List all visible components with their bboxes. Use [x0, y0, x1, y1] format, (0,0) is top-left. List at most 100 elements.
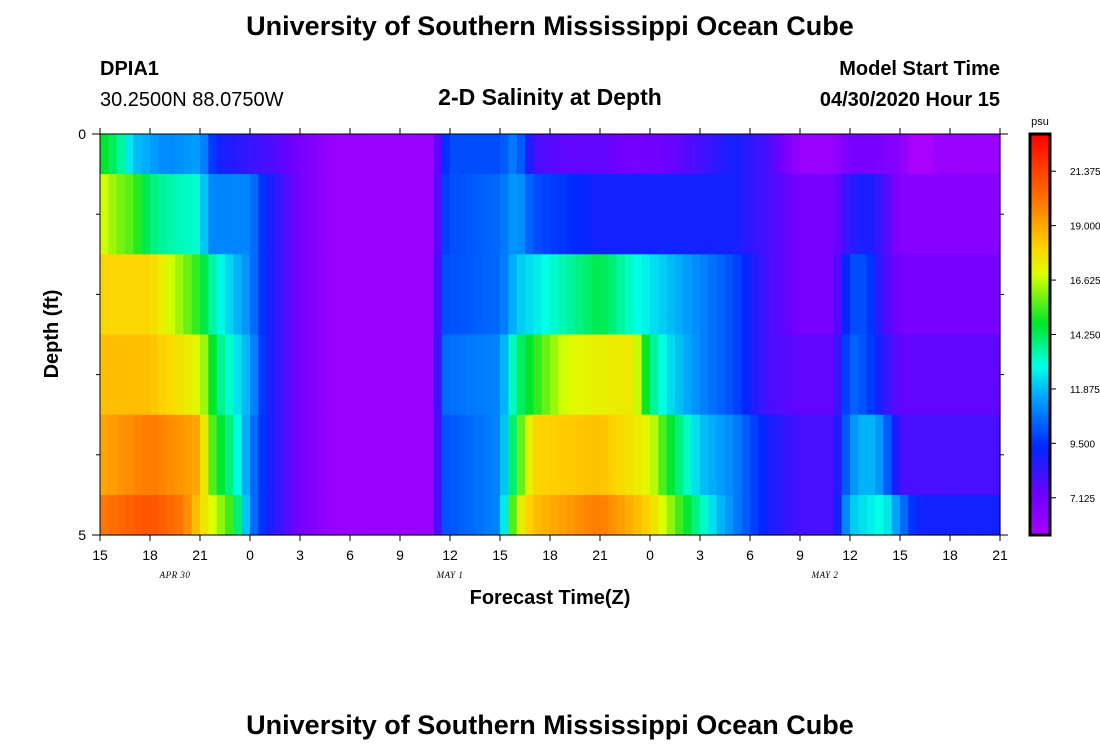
heatmap-cell	[475, 254, 484, 336]
heatmap-cell	[591, 254, 601, 336]
x-tick-label: 9	[396, 547, 404, 563]
heatmap-cell	[808, 414, 818, 496]
heatmap-cell	[333, 174, 343, 255]
heatmap-cell	[925, 254, 934, 336]
heatmap-cell	[725, 494, 734, 536]
heatmap-cell	[966, 414, 976, 496]
heatmap-cell	[491, 494, 501, 536]
heatmap-cell	[983, 494, 993, 536]
heatmap-cell	[208, 334, 218, 416]
heatmap-cell	[250, 174, 259, 255]
heatmap-cell	[941, 134, 951, 175]
heatmap-cell	[641, 494, 651, 536]
heatmap-cell	[766, 254, 776, 336]
heatmap-cell	[233, 414, 243, 496]
heatmap-cell	[400, 254, 409, 336]
heatmap-cell	[275, 334, 284, 416]
heatmap-cell	[475, 414, 484, 496]
heatmap-cell	[241, 174, 251, 255]
heatmap-cell	[216, 414, 226, 496]
heatmap-cell	[441, 414, 451, 496]
heatmap-cell	[558, 414, 568, 496]
heatmap-cell	[408, 334, 418, 416]
heatmap-cell	[316, 134, 326, 175]
heatmap-cell	[933, 414, 943, 496]
heatmap-cell	[850, 254, 859, 336]
heatmap-cell	[733, 134, 743, 175]
heatmap-cell	[433, 174, 443, 255]
heatmap-cell	[216, 174, 226, 255]
heatmap-cell	[575, 414, 584, 496]
heatmap-cell	[608, 494, 618, 536]
heatmap-cell	[958, 414, 968, 496]
heatmap-cell	[708, 174, 718, 255]
heatmap-cell	[525, 334, 534, 416]
heatmap-cell	[550, 334, 559, 416]
heatmap-cell	[483, 174, 493, 255]
heatmap-cell	[600, 414, 609, 496]
heatmap-cell	[758, 494, 768, 536]
heatmap-cell	[308, 334, 318, 416]
heatmap-cell	[341, 414, 351, 496]
heatmap-cell	[533, 334, 543, 416]
heatmap-cell	[141, 494, 151, 536]
heatmap-cell	[583, 414, 593, 496]
heatmap-cell	[758, 134, 768, 175]
heatmap-cell	[683, 334, 693, 416]
heatmap-cell	[283, 174, 293, 255]
heatmap-cell	[775, 414, 784, 496]
heatmap-cell	[225, 414, 234, 496]
heatmap-cell	[291, 254, 301, 336]
heatmap-cell	[841, 134, 851, 175]
heatmap-cell	[625, 254, 634, 336]
heatmap-cell	[450, 254, 459, 336]
heatmap-cell	[775, 334, 784, 416]
heatmap-cell	[791, 254, 801, 336]
heatmap-cell	[941, 334, 951, 416]
heatmap-cell	[791, 174, 801, 255]
heatmap-cell	[508, 134, 518, 175]
heatmap-cell	[408, 494, 418, 536]
heatmap-cell	[866, 174, 876, 255]
heatmap-cell	[808, 174, 818, 255]
heatmap-cell	[958, 334, 968, 416]
heatmap-cell	[883, 254, 893, 336]
heatmap-cell	[608, 174, 618, 255]
heatmap-cell	[250, 494, 259, 536]
heatmap-cell	[750, 334, 759, 416]
heatmap-cell	[183, 254, 193, 336]
heatmap-cell	[183, 494, 193, 536]
heatmap-cell	[650, 494, 659, 536]
heatmap-cell	[575, 334, 584, 416]
heatmap-cell	[241, 414, 251, 496]
heatmap-cell	[300, 494, 309, 536]
heatmap-cell	[333, 254, 343, 336]
heatmap-cell	[366, 134, 376, 175]
heatmap-cell	[958, 254, 968, 336]
heatmap-cell	[316, 334, 326, 416]
heatmap-cell	[800, 174, 809, 255]
heatmap-cell	[625, 334, 634, 416]
heatmap-cell	[658, 134, 668, 175]
heatmap-cell	[491, 414, 501, 496]
x-tick-label: 15	[492, 547, 508, 563]
heatmap-cell	[283, 334, 293, 416]
heatmap-cell	[633, 134, 643, 175]
heatmap-cell	[783, 414, 793, 496]
heatmap-cell	[350, 174, 359, 255]
heatmap-cell	[400, 494, 409, 536]
date-label: MAY 2	[811, 570, 839, 580]
heatmap-cell	[858, 414, 868, 496]
heatmap-cell	[641, 134, 651, 175]
heatmap-cell	[991, 494, 1001, 536]
heatmap-cell	[525, 494, 534, 536]
heatmap-cell	[691, 414, 701, 496]
heatmap-cell	[175, 254, 184, 336]
heatmap-cell	[225, 134, 234, 175]
heatmap-cell	[150, 494, 159, 536]
heatmap-cell	[341, 134, 351, 175]
heatmap-cell	[183, 134, 193, 175]
heatmap-cell	[408, 254, 418, 336]
heatmap-cell	[775, 174, 784, 255]
heatmap-cell	[741, 174, 751, 255]
